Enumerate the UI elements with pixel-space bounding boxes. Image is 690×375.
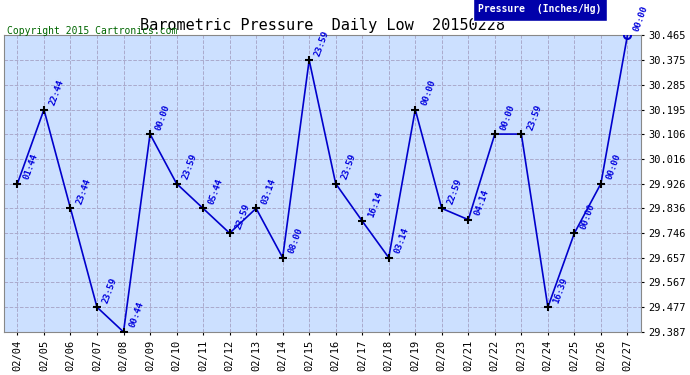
Text: 00:00: 00:00	[154, 103, 172, 131]
Text: 23:59: 23:59	[101, 276, 119, 304]
Text: 00:00: 00:00	[420, 78, 437, 107]
Text: 00:00: 00:00	[631, 4, 649, 33]
Text: 04:14: 04:14	[473, 189, 490, 217]
Text: 23:59: 23:59	[340, 153, 357, 181]
Text: Pressure  (Inches/Hg): Pressure (Inches/Hg)	[478, 4, 602, 14]
Text: 23:59: 23:59	[526, 103, 543, 131]
Text: 16:39: 16:39	[552, 276, 570, 304]
Text: 23:44: 23:44	[75, 177, 92, 206]
Text: 22:44: 22:44	[48, 78, 66, 107]
Text: Copyright 2015 Cartronics.com: Copyright 2015 Cartronics.com	[7, 26, 177, 36]
Text: 08:00: 08:00	[287, 226, 304, 255]
Text: 00:00: 00:00	[499, 103, 517, 131]
Text: 01:44: 01:44	[21, 153, 39, 181]
Text: 03:14: 03:14	[260, 177, 278, 206]
Text: 23:59: 23:59	[234, 202, 251, 230]
Text: 23:59: 23:59	[313, 29, 331, 57]
Title: Barometric Pressure  Daily Low  20150228: Barometric Pressure Daily Low 20150228	[140, 18, 505, 33]
Text: 03:14: 03:14	[393, 226, 411, 255]
Text: 00:44: 00:44	[128, 301, 146, 329]
Text: 16:14: 16:14	[366, 190, 384, 218]
Text: 22:59: 22:59	[446, 177, 464, 206]
Text: 00:00: 00:00	[578, 202, 596, 230]
Text: 05:44: 05:44	[207, 177, 225, 206]
Text: 00:00: 00:00	[605, 153, 623, 181]
Text: 23:59: 23:59	[181, 153, 199, 181]
